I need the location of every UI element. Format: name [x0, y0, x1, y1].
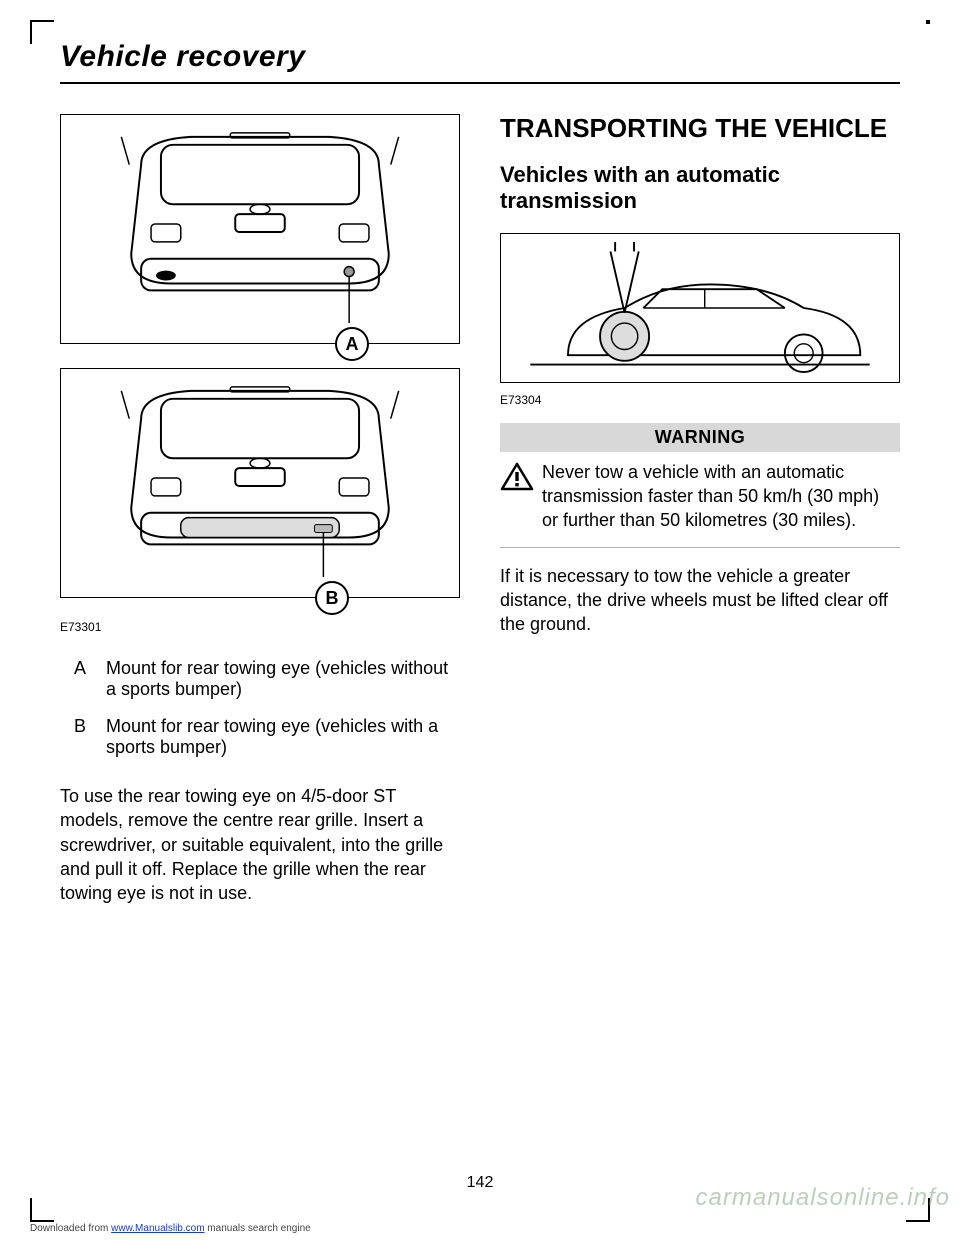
legend-key: A	[60, 650, 100, 708]
section-heading: TRANSPORTING THE VEHICLE	[500, 114, 900, 144]
crop-mark-tr	[926, 20, 930, 24]
legend-key: B	[60, 708, 100, 766]
warning-header: WARNING	[500, 423, 900, 452]
footer-link[interactable]: www.Manualslib.com	[111, 1223, 204, 1234]
crop-mark-tl	[30, 20, 54, 44]
warning-text: Never tow a vehicle with an automatic tr…	[542, 460, 900, 533]
page-title: Vehicle recovery	[60, 40, 900, 74]
table-row: B Mount for rear towing eye (vehicles wi…	[60, 708, 460, 766]
legend-text: Mount for rear towing eye (vehicles with…	[100, 708, 460, 766]
right-column: TRANSPORTING THE VEHICLE Vehicles with a…	[500, 114, 900, 921]
table-row: A Mount for rear towing eye (vehicles wi…	[60, 650, 460, 708]
content-columns: A B E73301 A	[60, 114, 900, 921]
watermark: carmanualsonline.info	[696, 1184, 950, 1212]
figure-id-right: E73304	[500, 393, 900, 407]
callout-a: A	[335, 327, 369, 361]
figure-rear-a: A	[60, 114, 460, 344]
warning-body: Never tow a vehicle with an automatic tr…	[500, 452, 900, 548]
left-paragraph: To use the rear towing eye on 4/5-door S…	[60, 784, 460, 905]
legend-text: Mount for rear towing eye (vehicles with…	[100, 650, 460, 708]
right-paragraph: If it is necessary to tow the vehicle a …	[500, 564, 900, 637]
figure-rear-b: B	[60, 368, 460, 598]
footer-prefix: Downloaded from	[30, 1223, 111, 1234]
car-rear-svg-b	[71, 379, 449, 587]
legend-table: A Mount for rear towing eye (vehicles wi…	[60, 650, 460, 766]
footer-suffix: manuals search engine	[205, 1223, 311, 1234]
car-rear-svg-a	[71, 125, 449, 333]
callout-b: B	[315, 581, 349, 615]
sub-heading: Vehicles with an automatic transmission	[500, 162, 900, 215]
crop-mark-bl	[30, 1198, 54, 1222]
warning-icon	[500, 462, 534, 492]
page-header: Vehicle recovery	[60, 40, 900, 84]
car-side-svg	[509, 242, 891, 374]
left-column: A B E73301 A	[60, 114, 460, 921]
figure-id-left: E73301	[60, 620, 460, 634]
footer-download: Downloaded from www.Manualslib.com manua…	[30, 1223, 311, 1234]
figure-side-view	[500, 233, 900, 383]
